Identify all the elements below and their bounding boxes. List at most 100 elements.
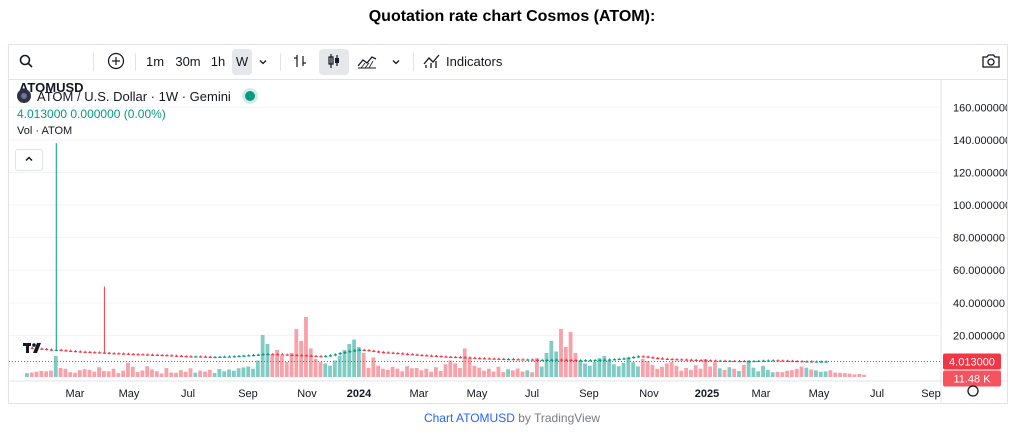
bar-style-button[interactable] — [289, 49, 311, 75]
interval-dropdown-button[interactable] — [256, 49, 270, 75]
candle-body — [521, 359, 525, 361]
candle-body — [550, 359, 554, 361]
volume-bar — [823, 371, 828, 377]
candle-body — [30, 347, 34, 349]
volume-bar — [602, 356, 607, 377]
interval-30m-button[interactable]: 30m — [175, 54, 201, 69]
volume-bar — [299, 341, 304, 377]
volume-bar — [842, 373, 847, 377]
candle-body — [203, 356, 208, 358]
candle-body — [381, 352, 386, 354]
volume-bar — [775, 371, 780, 377]
volume-bar — [73, 372, 77, 377]
candle-body — [439, 356, 443, 358]
x-tick-label: Jul — [870, 388, 884, 400]
candle-body — [574, 360, 578, 362]
candle-body — [401, 353, 405, 355]
x-tick-label: May — [809, 388, 830, 400]
candle-body — [348, 351, 352, 353]
candle-body — [357, 349, 361, 351]
volume-bar — [626, 357, 631, 377]
volume-bar — [130, 366, 135, 377]
y-tick-label: 20.000000 — [953, 330, 1005, 342]
candles-style-button[interactable] — [319, 49, 349, 75]
candle-body — [463, 357, 467, 359]
x-tick-label: Jul — [525, 388, 539, 400]
candle-body — [64, 350, 68, 352]
candle-body — [131, 353, 135, 356]
volume-bar — [236, 368, 241, 377]
tradingview-logo-icon — [23, 341, 45, 358]
volume-bar — [145, 366, 150, 377]
volume-bar — [207, 369, 212, 377]
candle-body — [771, 360, 775, 362]
candle-body — [223, 356, 227, 358]
candle-body — [328, 355, 333, 357]
chart-link[interactable]: Chart ATOMUSD — [423, 411, 515, 425]
candle-body — [540, 359, 544, 362]
volume-bar — [438, 371, 443, 377]
page-title: Quotation rate chart Cosmos (ATOM): — [368, 8, 656, 25]
volume-bar — [231, 370, 236, 377]
volume-bar — [376, 365, 381, 377]
candle-body — [660, 358, 665, 360]
x-tick-label: Mar — [752, 388, 771, 400]
candle-body — [795, 360, 799, 363]
candle-body — [232, 356, 236, 358]
volume-bar — [847, 373, 852, 377]
volume-bar — [356, 347, 361, 377]
settings-gear-icon[interactable] — [967, 385, 979, 397]
interval-1m-button[interactable]: 1m — [145, 54, 165, 69]
candle-body — [227, 356, 232, 358]
volume-bar — [328, 365, 332, 377]
price-chart[interactable]: 20.000000 40.000000 60.000000 80.000000 100.… — [9, 79, 1007, 403]
volume-bar — [636, 366, 640, 377]
chart-style-dropdown-button[interactable] — [389, 49, 403, 75]
divider — [280, 53, 281, 71]
candle-body — [781, 360, 785, 362]
last-volume-label: 11.48 K — [953, 373, 991, 385]
volume-bar — [217, 369, 222, 377]
candle-body — [492, 358, 496, 360]
volume-bar — [852, 374, 857, 377]
volume-bar — [814, 370, 818, 377]
volume-bar — [857, 374, 862, 377]
volume-bar — [433, 367, 438, 377]
volume-bar — [193, 372, 198, 377]
volume-bar — [746, 360, 751, 377]
volume-bar — [169, 372, 174, 377]
candle-body — [256, 354, 260, 356]
candle-body — [415, 354, 419, 356]
snapshot-button[interactable] — [979, 49, 1003, 75]
volume-bar — [727, 367, 732, 377]
interval-1h-button[interactable]: 1h — [210, 54, 226, 69]
candle-body — [612, 359, 617, 361]
x-tick-label: Mar — [410, 388, 429, 400]
candle-body — [314, 355, 318, 358]
indicators-button[interactable]: Indicators — [423, 49, 513, 75]
x-tick-label: Sep — [579, 388, 599, 400]
candle-body — [603, 359, 607, 361]
candle-body — [343, 352, 347, 354]
candle-body — [656, 357, 660, 360]
candle-body — [516, 359, 520, 361]
candle-body — [122, 353, 126, 355]
symbol-search-button[interactable]: ATOMUSD — [15, 49, 99, 95]
candle-body — [367, 350, 371, 352]
volume-label: Vol · ATOM — [17, 125, 73, 137]
candle-body — [160, 354, 164, 357]
volume-bar — [568, 332, 573, 377]
volume-bar — [222, 371, 227, 377]
candle-body — [237, 355, 241, 358]
volume-bar — [664, 363, 669, 377]
candle-body — [704, 360, 708, 362]
volume-bar — [799, 366, 804, 377]
area-style-button[interactable] — [355, 49, 379, 75]
candle-body — [805, 361, 809, 363]
interval-weekly-button[interactable]: W — [232, 49, 252, 75]
candle-body — [333, 354, 337, 356]
x-tick-label: Nov — [639, 388, 659, 400]
legend-collapse-button[interactable] — [15, 149, 43, 171]
compare-add-button[interactable] — [105, 49, 127, 75]
candle-body — [622, 358, 626, 360]
